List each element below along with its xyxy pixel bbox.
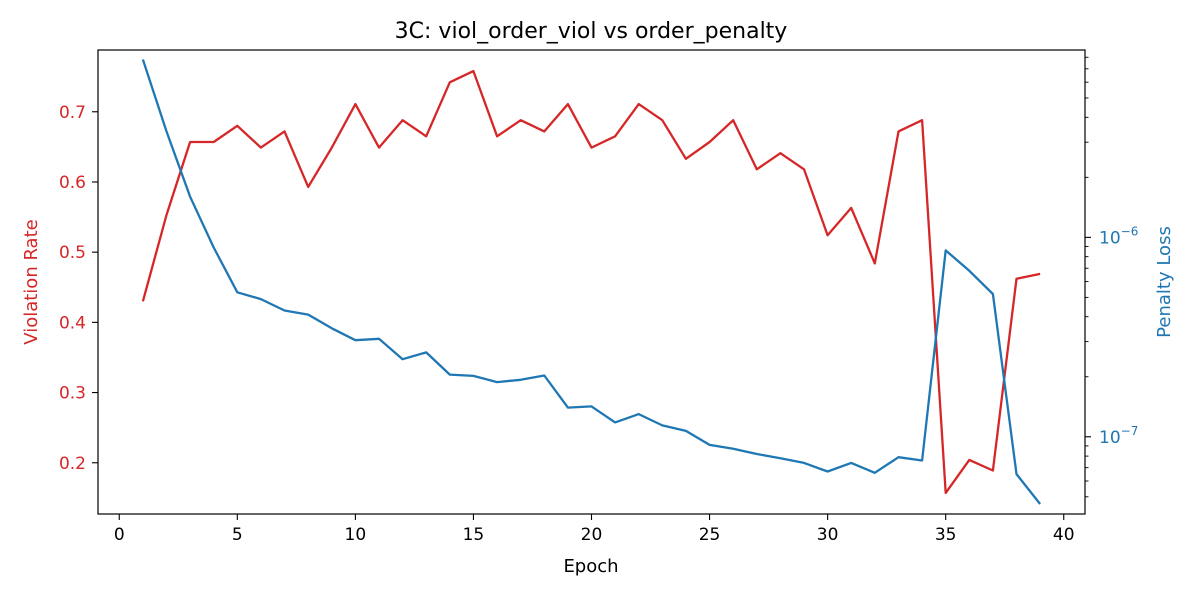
x-tick-label: 10	[345, 525, 367, 545]
right-y-axis-label: Penalty Loss	[1154, 226, 1175, 338]
right-y-tick-label: 10−6	[1099, 224, 1138, 248]
x-tick-label: 25	[699, 525, 721, 545]
x-tick-label: 30	[817, 525, 839, 545]
right-y-axis: 10−7 10−6	[1085, 56, 1138, 498]
x-tick-label: 5	[232, 525, 243, 545]
x-axis: 0 5 10 15 20 25 30 35 40	[114, 514, 1075, 545]
x-tick-label: 35	[935, 525, 957, 545]
left-y-axis: 0.2 0.3 0.4 0.5 0.6 0.7	[59, 103, 98, 474]
left-y-tick-label: 0.5	[59, 243, 86, 263]
x-tick-label: 40	[1053, 525, 1075, 545]
left-y-tick-label: 0.7	[59, 103, 86, 123]
left-y-tick-label: 0.3	[59, 384, 86, 404]
plot-area	[141, 59, 1042, 505]
x-tick-label: 20	[581, 525, 603, 545]
x-tick-label: 0	[114, 525, 125, 545]
left-y-tick-label: 0.6	[59, 173, 86, 193]
series-line-violation-rate	[141, 69, 1041, 495]
chart-title: 3C: viol_order_viol vs order_penalty	[395, 19, 788, 44]
left-y-tick-label: 0.4	[59, 313, 86, 333]
left-y-tick-label: 0.2	[59, 454, 86, 474]
right-y-tick-label: 10−7	[1099, 424, 1138, 448]
left-y-axis-label: Violation Rate	[21, 219, 42, 344]
x-axis-label: Epoch	[563, 556, 618, 577]
series-line-penalty-loss	[141, 59, 1042, 505]
x-tick-label: 15	[463, 525, 485, 545]
